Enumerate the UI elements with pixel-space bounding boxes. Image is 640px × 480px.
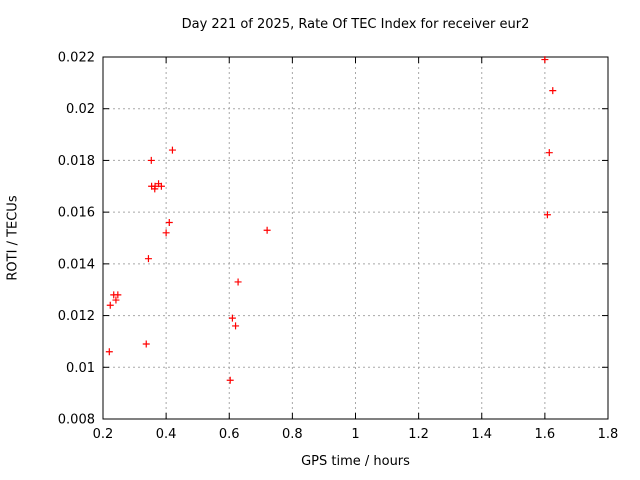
x-axis-title: GPS time / hours	[301, 454, 410, 469]
y-tick-label: 0.008	[58, 413, 95, 428]
x-tick-label: 1.6	[535, 427, 556, 442]
data-point-marker	[232, 322, 240, 330]
data-point-marker	[541, 56, 549, 64]
y-tick-label: 0.02	[66, 102, 95, 117]
data-point-marker	[545, 149, 553, 157]
data-point-marker	[142, 340, 150, 348]
data-point-marker	[157, 182, 165, 190]
data-point-marker	[147, 156, 155, 164]
x-tick-label: 0.2	[93, 427, 114, 442]
data-point-marker	[549, 87, 557, 95]
data-point-marker	[105, 348, 113, 356]
x-tick-label: 0.4	[156, 427, 177, 442]
data-point-marker	[106, 301, 114, 309]
x-tick-label: 0.8	[282, 427, 303, 442]
data-point-marker	[543, 211, 551, 219]
x-tick-label: 1.4	[471, 427, 492, 442]
data-point-marker	[234, 278, 242, 286]
chart-title: Day 221 of 2025, Rate Of TEC Index for r…	[181, 17, 530, 32]
y-tick-label: 0.012	[58, 309, 95, 324]
y-tick-label: 0.014	[58, 257, 95, 272]
data-point-marker	[114, 291, 122, 299]
y-tick-label: 0.018	[58, 154, 95, 169]
data-point-marker	[112, 296, 120, 304]
data-point-marker	[162, 229, 170, 237]
x-tick-label: 1.8	[598, 427, 619, 442]
data-point-marker	[228, 314, 236, 322]
x-tick-label: 1.2	[408, 427, 429, 442]
x-tick-label: 0.6	[219, 427, 240, 442]
y-tick-label: 0.016	[58, 206, 95, 221]
y-tick-label: 0.022	[58, 51, 95, 66]
x-tick-label: 1	[351, 427, 359, 442]
data-point-marker	[165, 218, 173, 226]
data-point-marker	[263, 226, 271, 234]
data-point-marker	[168, 146, 176, 154]
y-tick-label: 0.01	[66, 361, 95, 376]
data-point-marker	[144, 255, 152, 263]
data-point-marker	[226, 376, 234, 384]
